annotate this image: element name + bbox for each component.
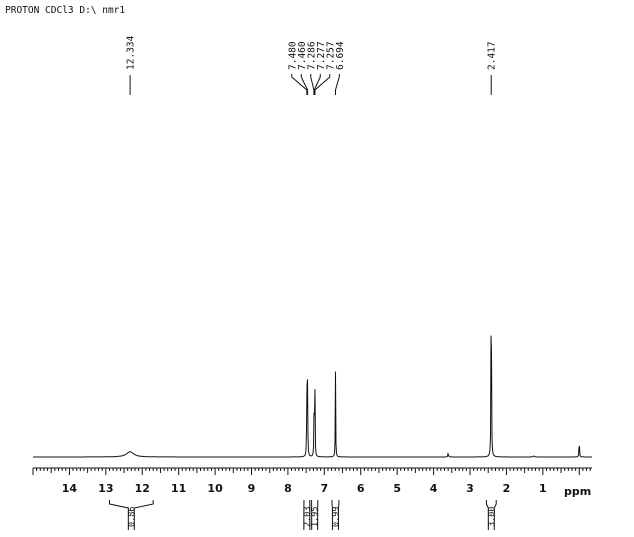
tick-label: 12 [135,482,150,495]
peak-label: 12.334 [126,35,137,70]
tick-label: 13 [98,482,113,495]
tick-label: 3 [466,482,474,495]
tick-label: 5 [393,482,401,495]
integral-bracket [303,500,311,530]
integral-value: 1.95 [311,507,321,527]
spectrum-title: PROTON CDCl3 D:\ nmr1 [5,5,125,16]
tick-label: 11 [171,482,186,495]
integral-bracket [311,500,319,530]
tick-label: 1 [539,482,547,495]
peak-label: 7.480 [287,41,298,70]
tick-label: 4 [430,482,438,495]
spectrum-trace [33,335,592,458]
integral-value: 0.99 [331,507,341,527]
peak-label: 2.417 [487,41,498,70]
peak-connector [300,74,309,95]
tick-label: 6 [357,482,365,495]
peak-connector [313,74,321,95]
tick-label: 8 [284,482,292,495]
peak-label: 7.257 [325,41,336,70]
peak-connector [291,74,308,95]
integral-value: 2.03 [303,507,313,527]
integral-value: 3.00 [487,507,497,527]
tick-label: 2 [503,482,511,495]
integral-bracket [331,500,340,530]
tick-label: 14 [62,482,78,495]
peak-label: 7.277 [316,41,327,70]
x-axis-label: ppm [564,485,591,498]
peak-connector [314,74,331,95]
tick-label: 9 [248,482,256,495]
tick-label: 7 [321,482,329,495]
tick-label: 10 [207,482,223,495]
peak-label: 7.460 [297,41,308,70]
ppm-axis: 14 13 12 11 10 9 8 7 6 5 4 3 2 1 [32,467,592,495]
peak-label: 6.694 [335,41,346,70]
integral-bracket [485,500,497,530]
integral-value: 0.86 [127,507,137,527]
peak-connector [310,74,315,95]
integral-bracket [108,500,154,530]
peak-connector [334,74,340,95]
integral-group: 0.86 2.031.95 0.99 3.00 [108,500,497,530]
peak-label: 7.286 [306,41,317,70]
